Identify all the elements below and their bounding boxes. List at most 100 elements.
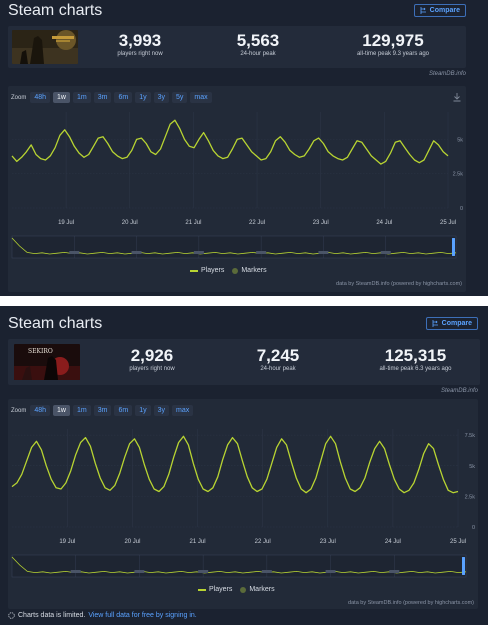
game-thumbnail[interactable]: SEKIRO [14, 344, 80, 380]
stat-all-time-peak: 129,975 all-time peak 9.3 years ago [338, 31, 448, 57]
stat-value: 2,926 [130, 346, 174, 365]
stat-value: 129,975 [362, 31, 424, 50]
legend-players[interactable]: Players [190, 267, 224, 274]
stat-label: players right now [117, 51, 163, 57]
zoom-48h-button[interactable]: 48h [30, 405, 51, 416]
navigator-year-marker [380, 251, 391, 254]
zoom-1m-button[interactable]: 1m [72, 92, 91, 103]
zoom-max-button[interactable]: max [190, 92, 212, 103]
zoom-48h-button[interactable]: 48h [30, 92, 51, 103]
zoom-max-button[interactable]: max [172, 405, 194, 416]
navigator-year-marker [131, 251, 142, 254]
stats-box: 3,993 players right now 5,563 24-hour pe… [8, 26, 466, 68]
players-chart[interactable]: 19 Jul 20 Jul 21 Jul 22 Jul 23 Jul 24 Jul 25 J… [8, 399, 478, 609]
players-line-icon [190, 269, 198, 272]
navigator-year-marker [198, 570, 209, 573]
sign-in-link[interactable]: View full data for free by signing in. [88, 612, 197, 619]
zoom-6m-button[interactable]: 6m [114, 92, 133, 103]
stat-24h-peak: 5,563 24-hour peak [218, 31, 298, 57]
stats-box: SEKIRO 2,926 players right now 7,245 24-… [8, 339, 480, 385]
zoom-label: Zoom [11, 407, 27, 414]
zoom-3y-button[interactable]: 3y [153, 92, 169, 103]
zoom-1w-button[interactable]: 1w [53, 405, 70, 416]
zoom-5y-button[interactable]: 5y [172, 92, 188, 103]
navigator-year-marker [70, 570, 81, 573]
zoom-3m-button[interactable]: 3m [93, 405, 112, 416]
stat-value: 7,245 [256, 346, 300, 365]
x-tick-label: 24 Jul [376, 220, 392, 226]
legend-players-label: Players [209, 586, 233, 593]
x-tick-label: 19 Jul [59, 539, 75, 545]
panel-title: Steam charts [8, 2, 103, 19]
navigator-year-marker [134, 570, 145, 573]
navigator-handle [462, 557, 465, 575]
navigator-area [11, 554, 467, 578]
x-tick-label: 21 Jul [185, 220, 201, 226]
navigator-handle [452, 238, 455, 256]
x-tick-label: 24 Jul [385, 539, 401, 545]
stat-value: 5,563 [236, 31, 280, 50]
navigator-year-marker [261, 570, 272, 573]
legend-markers[interactable]: Markers [240, 586, 275, 593]
y-tick-label: 7.5k [465, 433, 476, 439]
navigator-year-marker [193, 251, 204, 254]
y-tick-label: 5k [457, 137, 463, 143]
navigator-year-marker [318, 251, 329, 254]
compare-button[interactable]: Compare [413, 4, 466, 17]
limited-data-note: Charts data is limited. View full data f… [8, 612, 197, 619]
chart-legend: Players Markers [198, 586, 275, 593]
navigator-year-marker [256, 251, 267, 254]
legend-markers[interactable]: Markers [232, 267, 267, 274]
steam-charts-panel-1: Steam charts Compare 3,993 players right… [0, 0, 488, 296]
legend-markers-label: Markers [241, 267, 267, 274]
compare-icon [432, 320, 438, 327]
zoom-controls: Zoom 48h 1w 1m 3m 6m 1y 3y max [11, 405, 194, 416]
zoom-3y-button[interactable]: 3y [153, 405, 169, 416]
zoom-1m-button[interactable]: 1m [72, 405, 91, 416]
stat-label: all-time peak 6.3 years ago [379, 366, 452, 372]
x-tick-label: 23 Jul [313, 220, 329, 226]
players-series-line [11, 119, 449, 165]
navigator-year-marker [69, 251, 80, 254]
zoom-3m-button[interactable]: 3m [93, 92, 112, 103]
chart-credit[interactable]: data by SteamDB.info (powered by highcha… [336, 281, 462, 287]
x-tick-label: 25 Jul [450, 539, 466, 545]
players-chart[interactable]: 19 Jul 20 Jul 21 Jul 22 Jul 23 Jul 24 Jul 25 J… [8, 86, 466, 292]
x-tick-label: 25 Jul [440, 220, 456, 226]
legend-players-label: Players [201, 267, 225, 274]
stat-players-now: 3,993 players right now [100, 31, 180, 57]
game-thumbnail[interactable] [12, 30, 78, 64]
y-tick-label: 2.5k [465, 494, 476, 500]
stat-value: 3,993 [118, 31, 162, 50]
chart-container: 19 Jul 20 Jul 21 Jul 22 Jul 23 Jul 24 Jul 25 J… [8, 86, 466, 292]
download-icon[interactable] [452, 92, 462, 102]
steamdb-credit[interactable]: SteamDB.info [440, 388, 478, 394]
zoom-1w-button[interactable]: 1w [53, 92, 70, 103]
navigator-year-marker [325, 570, 336, 573]
legend-players[interactable]: Players [198, 586, 232, 593]
stat-all-time-peak: 125,315 all-time peak 6.3 years ago [358, 346, 473, 372]
limited-note-text: Charts data is limited. [18, 612, 86, 619]
info-circle-icon [8, 612, 15, 619]
x-tick-label: 20 Jul [124, 539, 140, 545]
compare-icon [420, 7, 426, 14]
zoom-1y-button[interactable]: 1y [135, 405, 151, 416]
compare-button[interactable]: Compare [425, 317, 478, 330]
chart-legend: Players Markers [190, 267, 267, 274]
compare-label: Compare [441, 320, 472, 327]
steamdb-credit[interactable]: SteamDB.info [428, 71, 466, 77]
x-tick-label: 22 Jul [249, 220, 265, 226]
y-tick-label: 2.5k [453, 172, 464, 178]
zoom-6m-button[interactable]: 6m [114, 405, 133, 416]
y-tick-label: 5k [469, 464, 475, 470]
legend-markers-label: Markers [249, 586, 275, 593]
zoom-1y-button[interactable]: 1y [135, 92, 151, 103]
chart-credit[interactable]: data by SteamDB.info (powered by highcha… [348, 600, 474, 606]
zoom-label: Zoom [11, 94, 27, 101]
y-tick-label: 0 [460, 206, 463, 212]
stat-value: 125,315 [384, 346, 447, 365]
stat-players-now: 2,926 players right now [112, 346, 192, 372]
stat-label: 24-hour peak [240, 51, 276, 57]
panel-title: Steam charts [8, 315, 103, 332]
x-tick-label: 20 Jul [122, 220, 138, 226]
